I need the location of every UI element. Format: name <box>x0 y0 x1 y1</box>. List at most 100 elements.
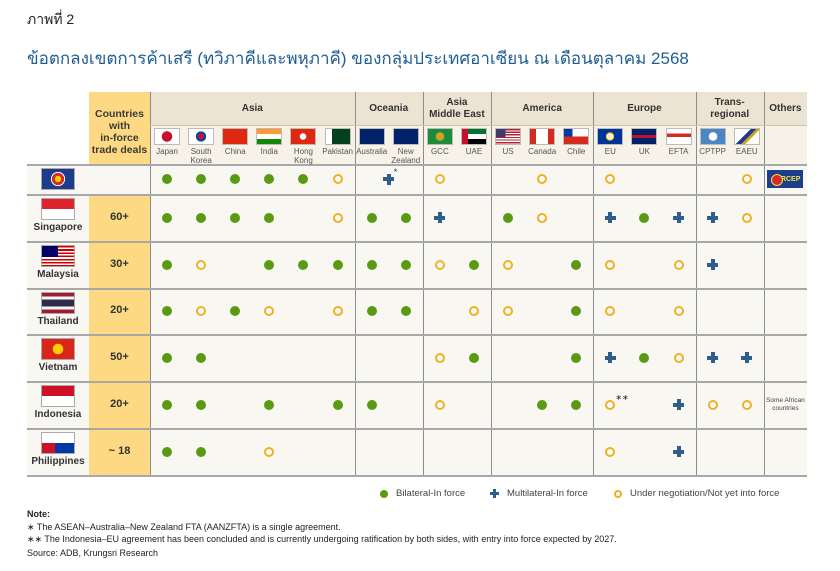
multilateral-in-force-marker <box>673 399 685 410</box>
bilateral-in-force-marker <box>196 399 207 410</box>
header-region-bg <box>150 92 807 125</box>
trade-deal-count: 20+ <box>110 397 129 410</box>
multilateral-in-force-marker <box>707 212 719 223</box>
bilateral-in-force-marker <box>400 212 411 223</box>
flag-indonesia-icon <box>41 385 75 407</box>
under-negotiation-marker <box>503 306 514 316</box>
table-bottom-line <box>27 475 807 477</box>
legend-item-n: Under negotiation/Not yet into force <box>614 488 779 499</box>
partner-label-line: EAEU <box>735 147 758 156</box>
under-negotiation-marker <box>434 174 445 184</box>
bilateral-in-force-marker <box>264 174 275 184</box>
bilateral-in-force-marker <box>196 174 207 184</box>
fta-table: Countries with in-force trade deals Asia Ocea… <box>27 92 807 477</box>
others-cell-text: Some African countries <box>766 396 805 412</box>
bilateral-in-force-marker <box>230 212 241 223</box>
region-divider <box>491 92 492 475</box>
row-label-indonesia: Indonesia <box>34 409 82 420</box>
row-label-singapore: Singapore <box>33 222 83 233</box>
under-negotiation-marker <box>537 174 548 184</box>
note-2: ∗∗ The Indonesia–EU agreement has been c… <box>27 534 617 544</box>
flag-chile-icon <box>563 128 590 145</box>
region-header-asia-middle-east: Asia Middle East <box>423 92 491 125</box>
partner-label-us: US <box>488 147 528 157</box>
bilateral-in-force-marker <box>400 259 411 270</box>
bilateral-in-force-marker <box>639 212 650 223</box>
partner-label-line: Pakistan <box>322 147 353 156</box>
region-header-oceania: Oceania <box>355 92 423 125</box>
under-negotiation-marker <box>605 259 616 270</box>
bilateral-in-force-marker <box>468 352 479 363</box>
partner-label-australia: Australia <box>352 147 392 157</box>
bilateral-in-force-marker <box>366 259 377 270</box>
header-divider <box>150 125 807 126</box>
partner-label-line: South <box>190 147 212 156</box>
rcep-logo-icon: RCEP <box>767 170 804 188</box>
partner-label-efta: EFTA <box>659 147 699 157</box>
partner-label-line: Zealand <box>391 155 421 165</box>
bilateral-in-force-marker <box>298 174 309 184</box>
trade-deal-count: 60+ <box>110 210 129 223</box>
partner-label-line: Hong <box>293 147 313 156</box>
region-label: America <box>522 102 562 114</box>
under-negotiation-marker <box>468 306 479 316</box>
multilateral-in-force-marker <box>741 352 753 363</box>
bilateral-in-force-marker <box>366 306 377 316</box>
flag-eu-icon <box>597 128 624 145</box>
flag-asean-icon <box>41 168 75 190</box>
partner-label-line: Korea <box>190 155 212 165</box>
bilateral-in-force-marker <box>162 306 173 316</box>
region-divider <box>763 92 765 475</box>
region-label: Trans-regional <box>710 97 750 120</box>
negotiation-ring-icon <box>614 489 622 498</box>
flag-canada-icon <box>529 128 556 145</box>
bilateral-in-force-marker <box>196 212 207 223</box>
under-negotiation-marker <box>605 306 616 316</box>
region-header-asia: Asia <box>150 92 355 125</box>
under-negotiation-marker <box>741 212 752 223</box>
under-negotiation-marker <box>196 306 207 316</box>
region-header-america: America <box>491 92 593 125</box>
partner-label-pakistan: Pakistan <box>318 147 358 157</box>
under-negotiation-marker <box>741 174 752 184</box>
bilateral-in-force-marker <box>162 352 173 363</box>
row-label-vietnam: Vietnam <box>38 362 78 373</box>
row-label-thailand: Thailand <box>37 316 79 327</box>
multilateral-in-force-marker <box>673 446 685 457</box>
figure-label: ภาพที่ 2 <box>27 11 75 27</box>
legend-label: Bilateral-In force <box>396 488 466 499</box>
under-negotiation-marker <box>605 174 616 184</box>
flag-china-icon <box>222 128 249 145</box>
partner-label-line: Kong <box>294 155 313 165</box>
under-negotiation-marker <box>196 259 207 270</box>
flag-japan-icon <box>154 128 181 145</box>
under-negotiation-marker <box>264 446 275 457</box>
region-divider <box>695 92 697 475</box>
bilateral-in-force-marker <box>332 259 343 270</box>
under-negotiation-marker <box>673 306 684 316</box>
bilateral-in-force-marker <box>264 212 275 223</box>
notes: Note: ∗ The ASEAN–Australia–New Zealand … <box>27 508 617 559</box>
bilateral-in-force-marker <box>162 446 173 457</box>
bilateral-in-force-marker <box>162 212 173 223</box>
row-label-philippines: Philippines <box>31 456 85 467</box>
region-label: Asia <box>446 97 468 108</box>
bilateral-in-force-marker <box>264 399 275 410</box>
under-negotiation-marker <box>537 212 548 223</box>
region-divider <box>422 92 424 475</box>
note-1: ∗ The ASEAN–Australia–New Zealand FTA (A… <box>27 521 341 532</box>
multilateral-in-force-marker <box>707 259 719 270</box>
partner-label-india: India <box>249 147 289 157</box>
row-label-malaysia: Malaysia <box>37 269 79 280</box>
legend-label: Multilateral-In force <box>507 488 588 499</box>
multilateral-in-force-marker <box>434 212 446 223</box>
bilateral-in-force-marker <box>196 446 207 457</box>
partner-label-line: New <box>397 147 414 156</box>
under-negotiation-marker <box>332 212 343 223</box>
bilateral-in-force-marker <box>400 306 411 316</box>
under-negotiation-marker <box>264 306 275 316</box>
partner-label-line: Japan <box>156 147 178 156</box>
source-text: Source: ADB, Krungsri Research <box>27 547 159 558</box>
partner-label-line: Chile <box>567 147 586 156</box>
partner-label-line: Australia <box>356 147 388 156</box>
